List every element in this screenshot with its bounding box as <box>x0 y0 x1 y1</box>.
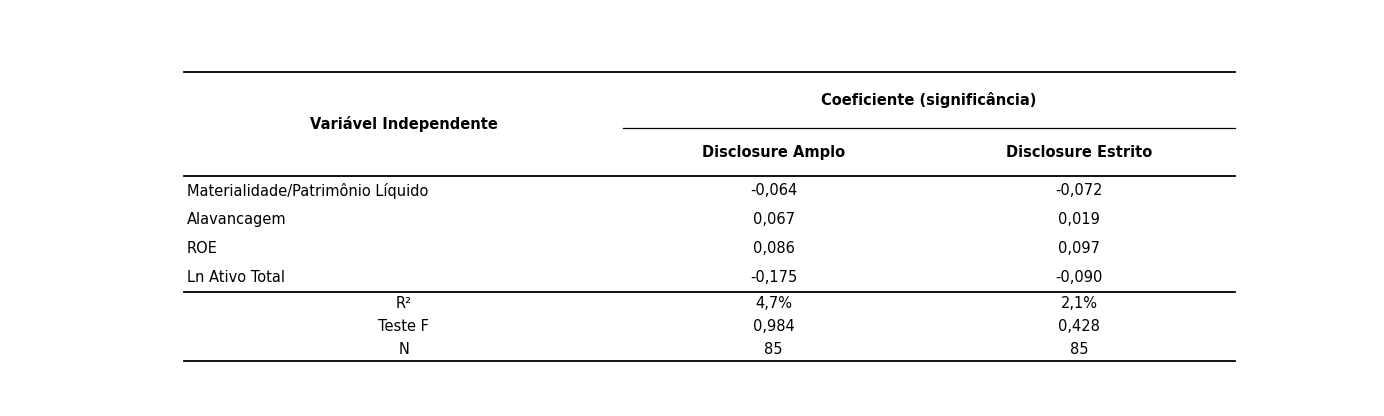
Text: N: N <box>399 342 410 357</box>
Text: Ln Ativo Total: Ln Ativo Total <box>187 270 285 285</box>
Text: ROE: ROE <box>187 241 217 256</box>
Text: 0,097: 0,097 <box>1059 241 1100 256</box>
Text: 0,086: 0,086 <box>753 241 794 256</box>
Text: Alavancagem: Alavancagem <box>187 212 286 227</box>
Text: 0,067: 0,067 <box>753 212 794 227</box>
Text: Disclosure Amplo: Disclosure Amplo <box>702 144 846 159</box>
Text: -0,072: -0,072 <box>1056 183 1103 198</box>
Text: Teste F: Teste F <box>378 319 429 334</box>
Text: Materialidade/Patrimônio Líquido: Materialidade/Patrimônio Líquido <box>187 183 428 198</box>
Text: 85: 85 <box>1070 342 1089 357</box>
Text: -0,090: -0,090 <box>1056 270 1103 285</box>
Text: 4,7%: 4,7% <box>756 296 792 311</box>
Text: 2,1%: 2,1% <box>1062 296 1098 311</box>
Text: 85: 85 <box>764 342 783 357</box>
Text: 0,984: 0,984 <box>753 319 794 334</box>
Text: -0,064: -0,064 <box>750 183 797 198</box>
Text: 0,428: 0,428 <box>1059 319 1100 334</box>
Text: Disclosure Estrito: Disclosure Estrito <box>1006 144 1153 159</box>
Text: Variável Independente: Variável Independente <box>310 116 497 132</box>
Text: 0,019: 0,019 <box>1059 212 1100 227</box>
Text: R²: R² <box>396 296 411 311</box>
Text: Coeficiente (significância): Coeficiente (significância) <box>822 92 1037 108</box>
Text: -0,175: -0,175 <box>750 270 797 285</box>
